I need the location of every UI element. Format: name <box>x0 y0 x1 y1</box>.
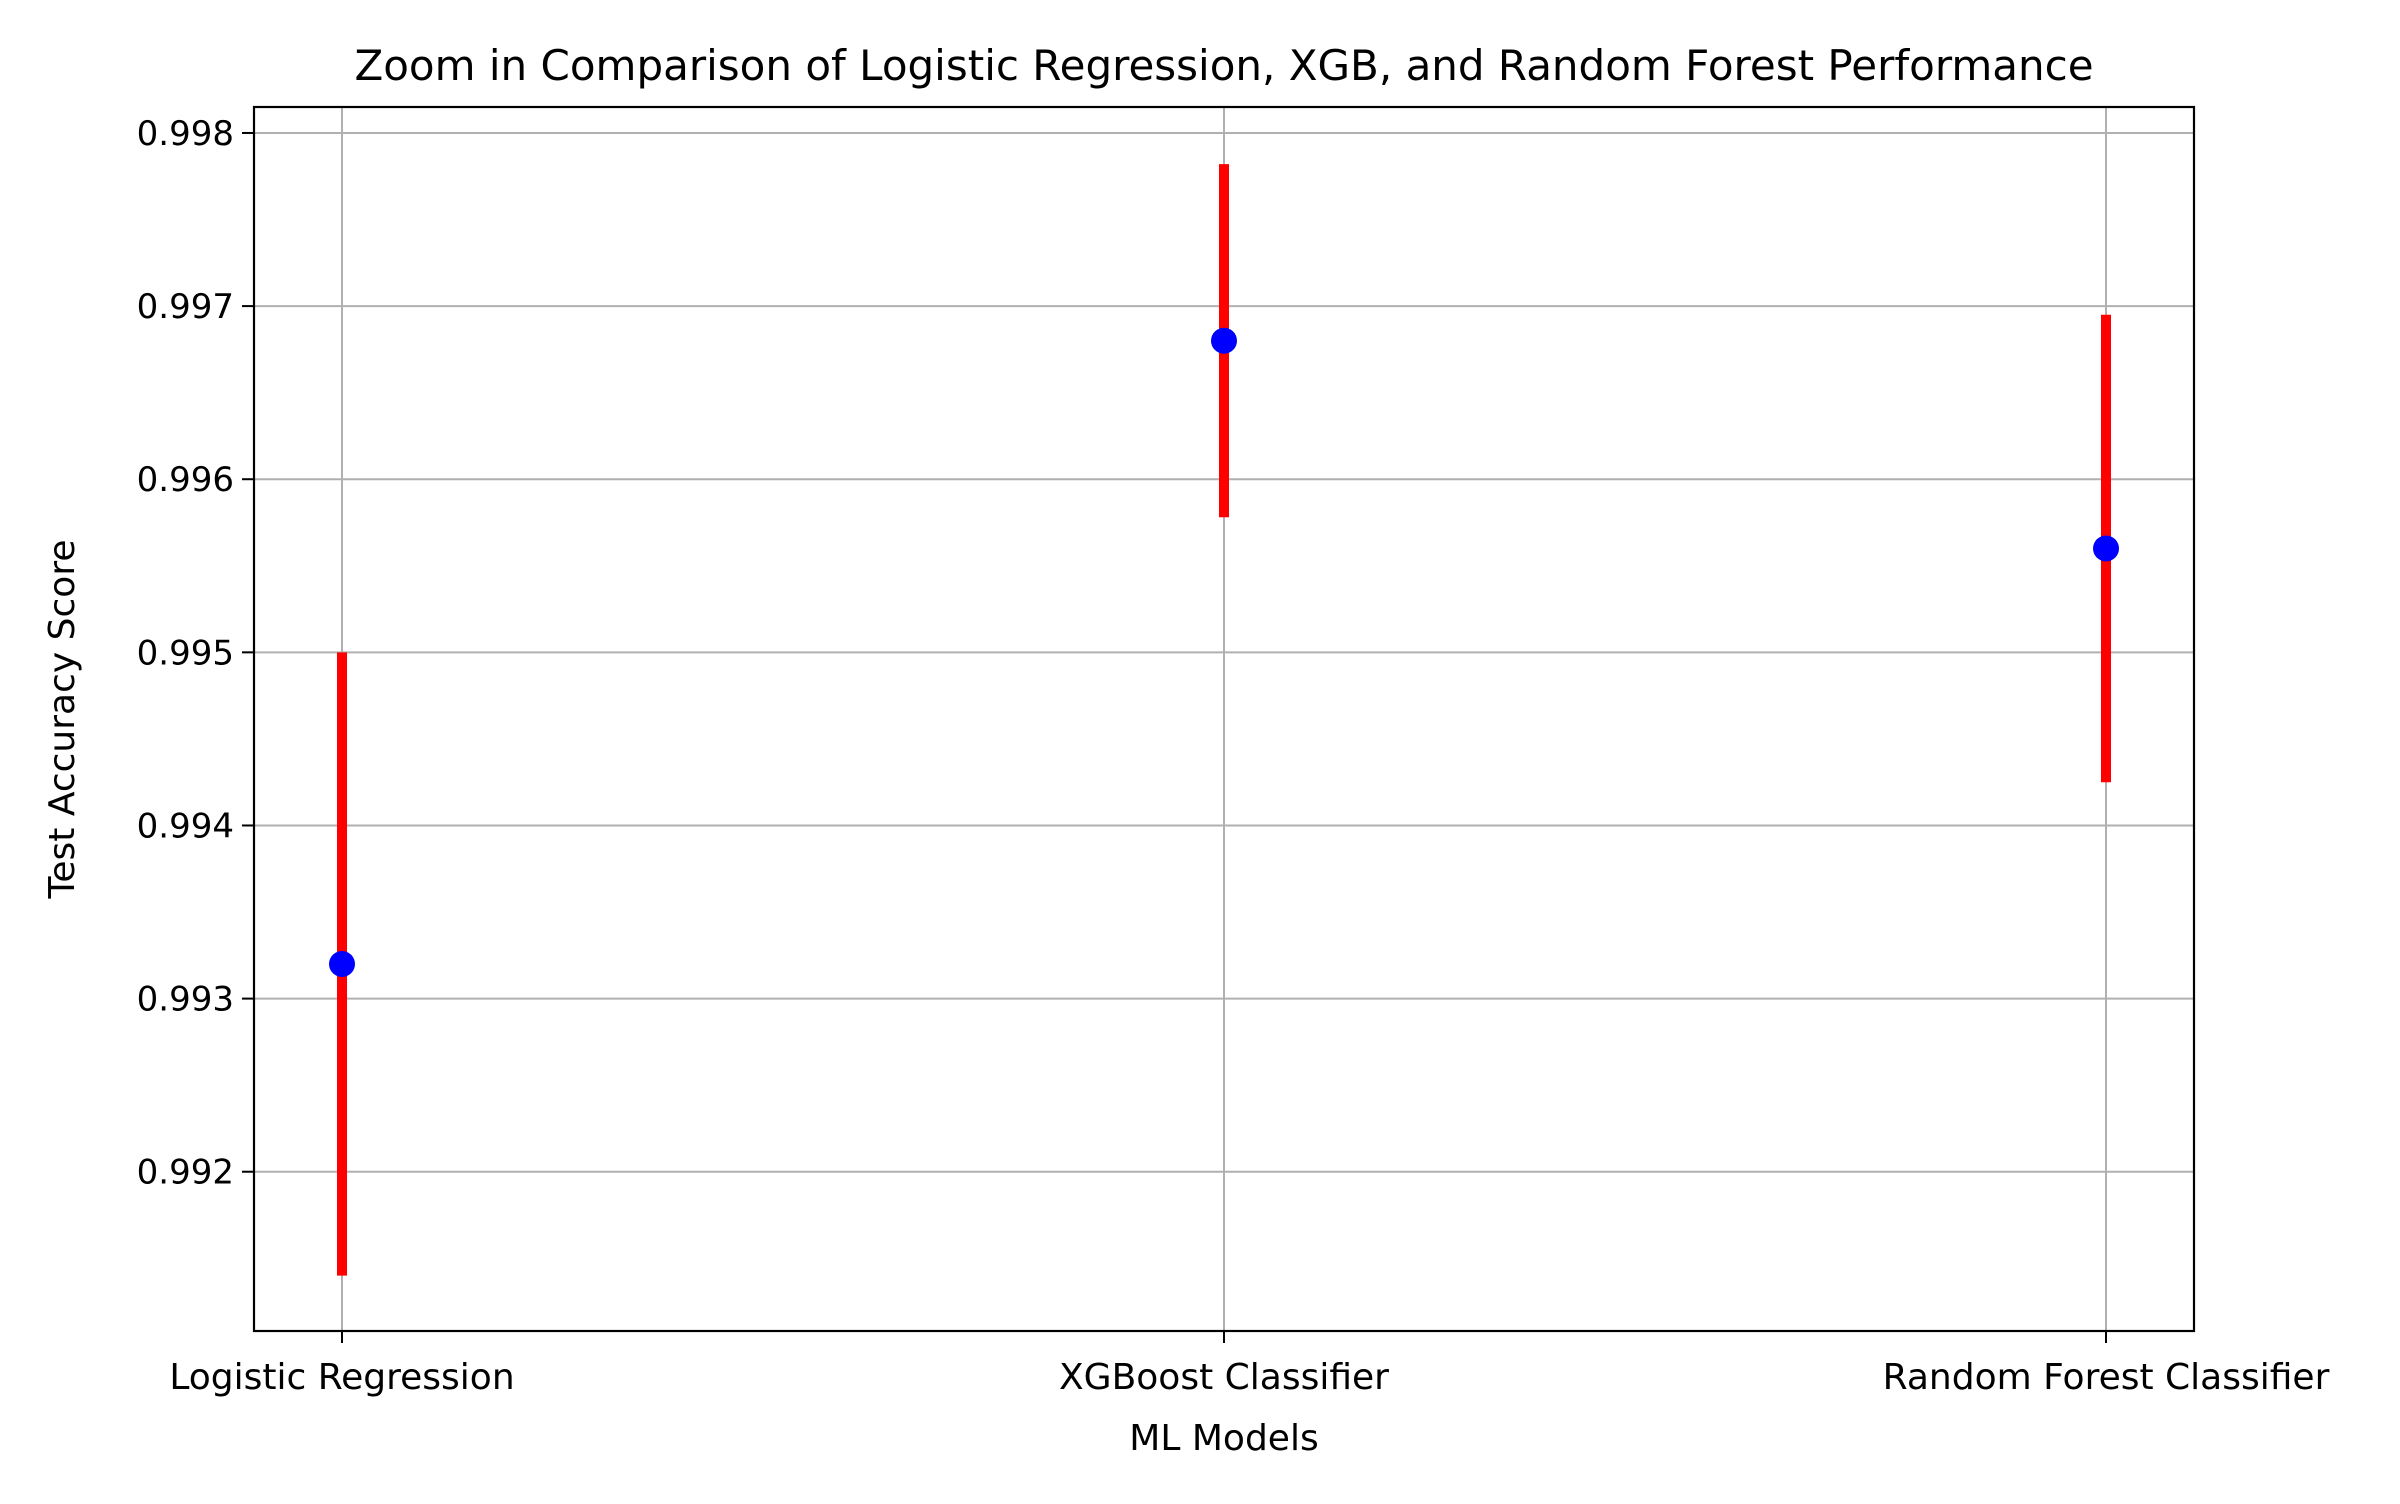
y-tick-label: 0.992 <box>137 1153 234 1193</box>
data-point <box>2093 535 2119 562</box>
data-point <box>329 950 355 977</box>
x-axis-label: ML Models <box>1129 1418 1318 1459</box>
x-tick-label: Random Forest Classifier <box>1883 1357 2330 1398</box>
x-tick-label: XGBoost Classifier <box>1059 1357 1389 1398</box>
y-tick-label: 0.997 <box>137 287 234 327</box>
y-axis-label: Test Accuracy Score <box>42 540 83 900</box>
y-tick-label: 0.993 <box>137 980 234 1020</box>
y-tick-label: 0.998 <box>137 114 234 154</box>
data-point <box>1211 327 1237 354</box>
series-layer <box>329 164 2119 1276</box>
x-tick-label: Logistic Regression <box>169 1357 514 1398</box>
chart-title: Zoom in Comparison of Logistic Regressio… <box>354 41 2093 90</box>
ticks-layer: 0.992 0.993 0.994 0.995 0.996 0.997 0.998 Logis… <box>137 114 2330 1398</box>
y-tick-label: 0.996 <box>137 460 234 500</box>
y-tick-label: 0.994 <box>137 806 234 846</box>
y-tick-label: 0.995 <box>137 633 234 673</box>
